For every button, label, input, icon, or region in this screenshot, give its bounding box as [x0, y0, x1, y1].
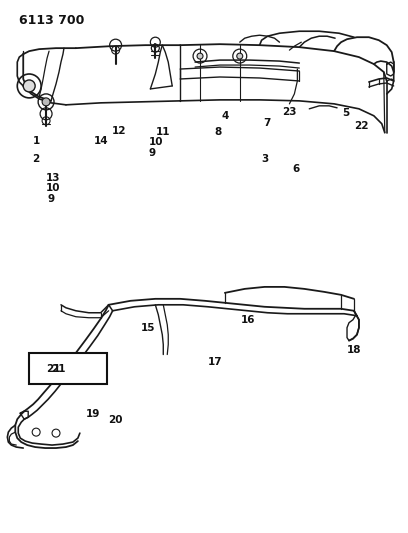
- Text: 9: 9: [47, 195, 55, 204]
- Text: 13: 13: [46, 173, 60, 183]
- Text: 5: 5: [342, 108, 350, 118]
- Circle shape: [237, 53, 243, 59]
- Text: 22: 22: [354, 121, 368, 131]
- Text: 1: 1: [33, 136, 40, 146]
- Text: 15: 15: [141, 322, 155, 333]
- Text: 8: 8: [214, 127, 222, 136]
- Text: 12: 12: [111, 126, 126, 136]
- Text: 9: 9: [149, 148, 156, 158]
- Circle shape: [23, 80, 35, 92]
- Text: 21: 21: [46, 365, 60, 375]
- Text: 14: 14: [93, 136, 108, 146]
- Text: 4: 4: [221, 111, 228, 121]
- Bar: [29, 352, 106, 384]
- Text: 11: 11: [156, 127, 171, 136]
- Circle shape: [197, 53, 203, 59]
- Text: 18: 18: [347, 344, 361, 354]
- Text: 10: 10: [46, 183, 60, 193]
- Text: 19: 19: [86, 409, 100, 419]
- Text: 6: 6: [293, 164, 300, 174]
- Text: 16: 16: [240, 314, 255, 325]
- Text: 7: 7: [263, 118, 270, 128]
- Text: 20: 20: [109, 415, 123, 425]
- Text: 23: 23: [282, 107, 297, 117]
- Text: 6113 700: 6113 700: [19, 14, 84, 27]
- Text: 10: 10: [149, 136, 164, 147]
- Text: 3: 3: [261, 154, 268, 164]
- Text: 17: 17: [208, 358, 222, 367]
- Text: 21: 21: [51, 365, 65, 375]
- Text: 2: 2: [33, 154, 40, 164]
- Circle shape: [42, 98, 50, 106]
